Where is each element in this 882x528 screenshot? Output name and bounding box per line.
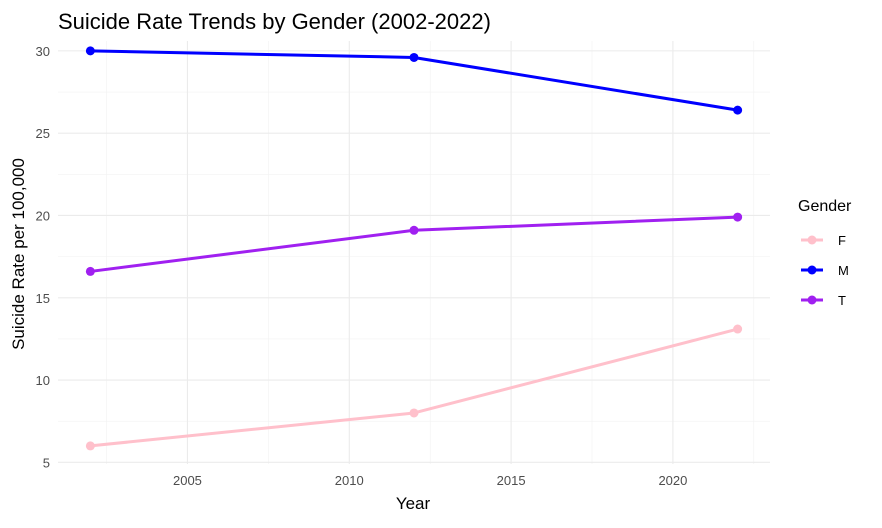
x-tick-label: 2015 — [497, 473, 526, 488]
x-tick-label: 2005 — [173, 473, 202, 488]
data-point-T — [733, 212, 743, 222]
y-tick-label: 25 — [36, 126, 50, 141]
legend-title: Gender — [798, 198, 852, 215]
data-point-M — [733, 105, 743, 115]
data-point-M — [409, 52, 419, 62]
legend-label-T: T — [838, 293, 846, 308]
data-point-T — [409, 225, 419, 235]
legend-key-point-M — [807, 265, 817, 275]
y-axis-title: Suicide Rate per 100,000 — [9, 158, 28, 350]
data-point-T — [85, 266, 95, 276]
y-tick-label: 5 — [43, 455, 50, 470]
legend-label-M: M — [838, 263, 849, 278]
y-tick-label: 10 — [36, 373, 50, 388]
legend-key-point-F — [807, 235, 817, 245]
legend-key-point-T — [807, 295, 817, 305]
grid — [58, 41, 770, 464]
data-point-F — [733, 324, 743, 334]
legend-label-F: F — [838, 233, 846, 248]
x-axis-title: Year — [396, 494, 431, 513]
y-tick-label: 20 — [36, 208, 50, 223]
y-tick-label: 15 — [36, 291, 50, 306]
x-tick-label: 2020 — [658, 473, 687, 488]
data-point-F — [409, 408, 419, 418]
data-point-M — [85, 46, 95, 56]
x-tick-label: 2010 — [335, 473, 364, 488]
y-tick-label: 30 — [36, 44, 50, 59]
chart-title: Suicide Rate Trends by Gender (2002-2022… — [58, 9, 491, 34]
data-point-F — [85, 441, 95, 451]
